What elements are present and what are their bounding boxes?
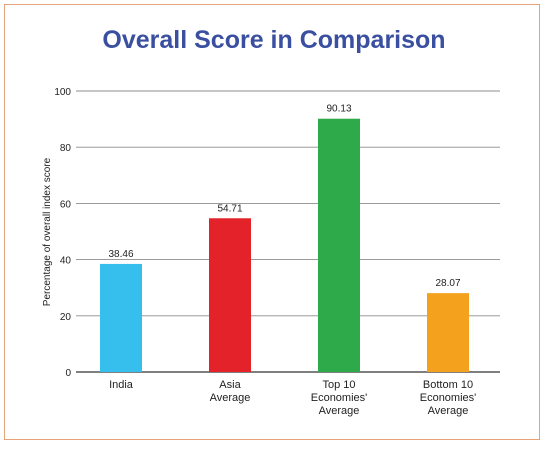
gridlines bbox=[76, 90, 500, 373]
category-label: Asia Average bbox=[210, 379, 251, 404]
bar bbox=[427, 293, 469, 372]
bar bbox=[209, 218, 251, 372]
y-axis-ticks: 0 20 40 60 80 100 bbox=[54, 87, 71, 379]
category-label: Bottom 10 Economies' Average bbox=[420, 379, 477, 417]
bars bbox=[100, 118, 469, 372]
data-label: 90.13 bbox=[326, 104, 351, 115]
y-tick-label: 40 bbox=[60, 256, 72, 267]
data-label: 54.71 bbox=[217, 203, 242, 214]
bar bbox=[318, 118, 360, 372]
data-label: 28.07 bbox=[435, 278, 460, 289]
category-label: India bbox=[109, 379, 134, 391]
y-axis-label: Percentage of overall index score bbox=[42, 157, 53, 306]
y-tick-label: 20 bbox=[60, 312, 72, 323]
y-tick-label: 100 bbox=[54, 87, 71, 98]
chart-title: Overall Score in Comparison bbox=[102, 26, 446, 54]
data-labels: 38.46 54.71 90.13 28.07 bbox=[108, 104, 460, 289]
bar bbox=[100, 263, 142, 372]
y-tick-label: 60 bbox=[60, 199, 72, 210]
data-label: 38.46 bbox=[108, 249, 133, 260]
x-axis-categories: India Asia Average Top 10 Economies' Average B… bbox=[109, 379, 476, 417]
category-label: Top 10 Economies' Average bbox=[311, 379, 368, 417]
y-tick-label: 0 bbox=[65, 368, 71, 379]
y-tick-label: 80 bbox=[60, 143, 72, 154]
